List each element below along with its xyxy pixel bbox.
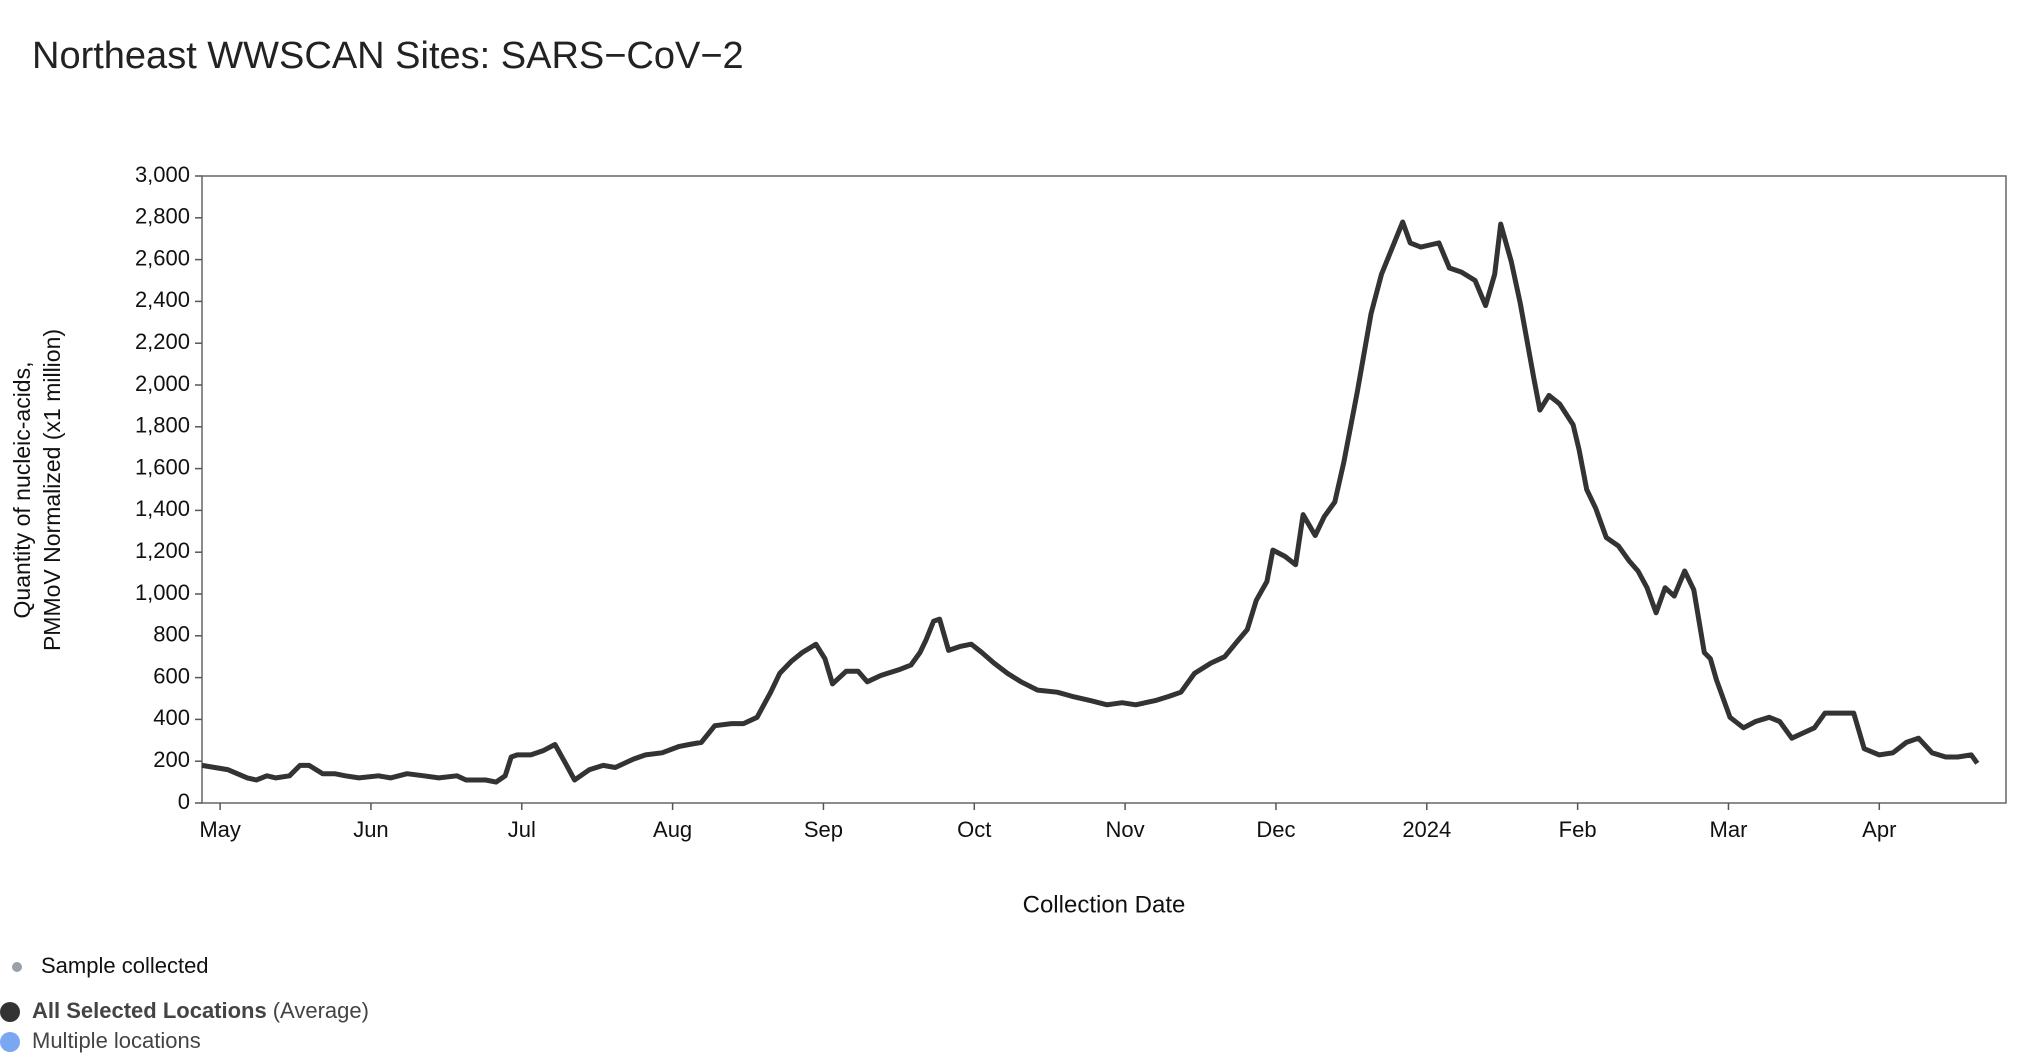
y-tick-label: 600 [153,663,190,688]
legend-suffix: (Average) [273,998,369,1023]
y-tick-label: 1,600 [135,454,190,479]
x-tick-label: Oct [957,817,991,842]
legend-label: Multiple locations [32,1028,201,1053]
x-tick-label: Apr [1862,817,1896,842]
y-axis-label: PMMoV Normalized (x1 million) [39,329,65,651]
y-tick-label: 1,000 [135,580,190,605]
legend-marker [12,962,22,972]
x-tick-label: Aug [653,817,692,842]
x-tick-label: Sep [804,817,843,842]
y-tick-label: 2,800 [135,204,190,229]
legend-series-name: All Selected Locations [32,998,267,1023]
y-tick-label: 0 [178,789,190,814]
data-line [201,219,1980,785]
y-tick-label: 1,400 [135,496,190,521]
y-tick-label: 3,000 [135,162,190,187]
y-tick-label: 400 [153,705,190,730]
x-axis-label: Collection Date [1023,891,1186,918]
x-tick-label: Dec [1256,817,1295,842]
chart-title: Northeast WWSCAN Sites: SARS−CoV−2 [32,35,744,77]
y-tick-label: 1,800 [135,413,190,438]
y-tick-label: 2,600 [135,245,190,270]
x-tick-label: Mar [1710,817,1748,842]
plot-frame [201,175,2007,804]
y-tick-label: 800 [153,622,190,647]
y-tick-label: 1,200 [135,538,190,563]
legend-label: Sample collected [41,953,209,978]
x-tick-label: May [199,817,241,842]
x-tick-label: Jun [353,817,388,842]
y-tick-label: 2,000 [135,371,190,396]
x-tick-label: Jul [508,817,536,842]
legend-marker [0,1032,20,1052]
legend-marker [0,1002,20,1022]
x-tick-label: Nov [1106,817,1145,842]
y-tick-label: 2,200 [135,329,190,354]
x-tick-label: 2024 [1402,817,1451,842]
y-tick-label: 2,400 [135,287,190,312]
legend-label: All Selected Locations (Average) [32,998,369,1023]
y-tick-label: 200 [153,747,190,772]
x-tick-label: Feb [1559,817,1597,842]
y-axis-label: Quantity of nucleic-acids, [9,362,35,619]
